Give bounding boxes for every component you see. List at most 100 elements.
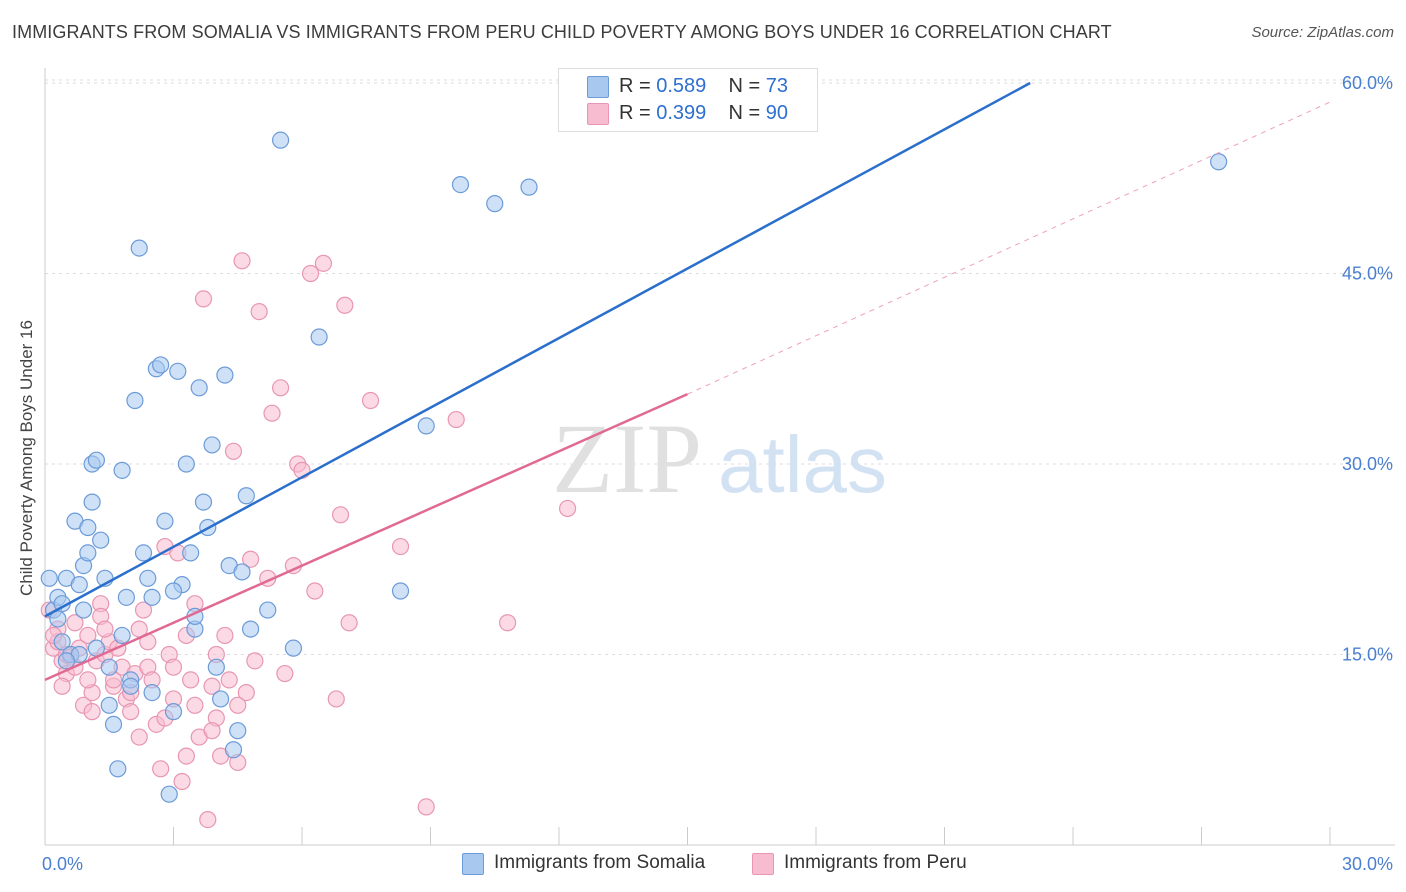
peru-point [164,658,183,676]
somalia-point [113,461,131,479]
somalia-point [130,239,148,257]
somalia-point [391,582,410,600]
peru-trend-line [44,393,689,682]
peru-point [250,303,268,321]
peru-point [263,404,281,422]
peru-trend-extension [687,101,1331,395]
peru-point [152,760,170,778]
peru-point [499,614,517,632]
somalia-point [520,178,538,196]
peru-point [327,690,345,708]
somalia-point [53,633,71,651]
peru-point [194,290,213,308]
peru-point [66,614,84,632]
somalia-point [57,652,76,670]
peru-point [83,703,101,721]
somalia-point [156,512,174,530]
somalia-point [1210,153,1228,171]
somalia-point [190,379,208,397]
somalia-point [169,362,187,380]
peru-point [216,626,234,645]
peru-point [417,798,435,816]
peru-point [336,296,354,314]
bottom-peru-label: Immigrants from Peru [784,852,967,873]
somalia-point [229,722,247,740]
peru-point [220,671,238,689]
somalia-point [79,518,97,537]
y-tick-label: 30.0% [1342,454,1393,474]
peru-point [173,772,191,791]
somalia-point [194,493,213,511]
somalia-point [100,658,118,676]
peru-point [558,499,577,518]
somalia-points [40,99,1228,803]
legend-peru-n-label: N = [728,102,761,124]
somalia-point [109,760,127,778]
y-axis-label: Child Poverty Among Boys Under 16 [17,320,36,596]
peru-point [53,677,71,695]
somalia-point [143,683,161,702]
trend-layer [44,81,1331,682]
somalia-point [284,639,303,657]
legend-peru-n-value: 90 [765,102,789,124]
somalia-point [207,658,225,676]
x-tick-label-max: 30.0% [1342,854,1393,874]
somalia-point [233,563,251,581]
somalia-point [160,785,178,803]
axis-layer [44,68,1395,846]
somalia-point [259,601,277,619]
bottom-somalia-swatch [462,853,484,875]
y-tick-label: 45.0% [1342,264,1393,284]
legend-somalia-n-label: N = [728,75,761,97]
peru-point [224,442,243,460]
peru-point [96,620,114,638]
peru-point [340,614,358,632]
somalia-point [216,366,234,384]
peru-point [447,410,465,429]
legend-somalia-r-value: 0.589 [656,75,707,97]
y-tick-label: 60.0% [1342,73,1393,93]
peru-points [40,252,577,829]
legend-peru-r-value: 0.399 [656,102,707,124]
somalia-point [87,451,106,469]
bottom-peru-swatch [752,853,774,875]
somalia-point [152,356,170,374]
somalia-point [100,696,118,714]
somalia-point [182,544,200,562]
peru-point [182,671,200,689]
somalia-trend-line [44,81,1031,618]
somalia-point [486,195,504,213]
peru-point [242,550,260,568]
peru-point [361,391,380,410]
bottom-legend: Immigrants from Somalia Immigrants from … [0,852,1406,878]
peru-point [331,506,350,524]
somalia-point [83,493,101,511]
peru-point [314,254,333,272]
somalia-point [139,569,157,587]
somalia-point [113,626,131,645]
somalia-point [143,588,161,606]
somalia-point [79,544,97,562]
peru-point [271,379,290,397]
legend-box: R = 0.589 N = 73 R = 0.399 N = 90 [558,68,818,132]
somalia-point [203,436,221,454]
peru-point [233,252,251,270]
chart-title: IMMIGRANTS FROM SOMALIA VS IMMIGRANTS FR… [12,22,1112,42]
somalia-point [164,582,183,600]
watermark-zip: ZIP [552,403,702,514]
peru-point [391,537,410,556]
legend-somalia-r-label: R = [619,75,651,97]
y-tick-label: 15.0% [1342,645,1393,665]
somalia-point [40,569,58,587]
peru-point [130,728,148,746]
peru-point [301,264,320,283]
watermark: ZIP atlas [552,403,887,514]
somalia-point [126,391,144,410]
somalia-point [310,328,328,346]
chart-source: Source: ZipAtlas.com [1251,24,1394,41]
peru-point [177,747,195,765]
label-layer: 15.0% 30.0% 45.0% 60.0% 0.0% 30.0% Child Pover… [17,73,1393,874]
peru-point [276,664,294,683]
peru-point [237,683,255,702]
somalia-point [177,455,195,473]
